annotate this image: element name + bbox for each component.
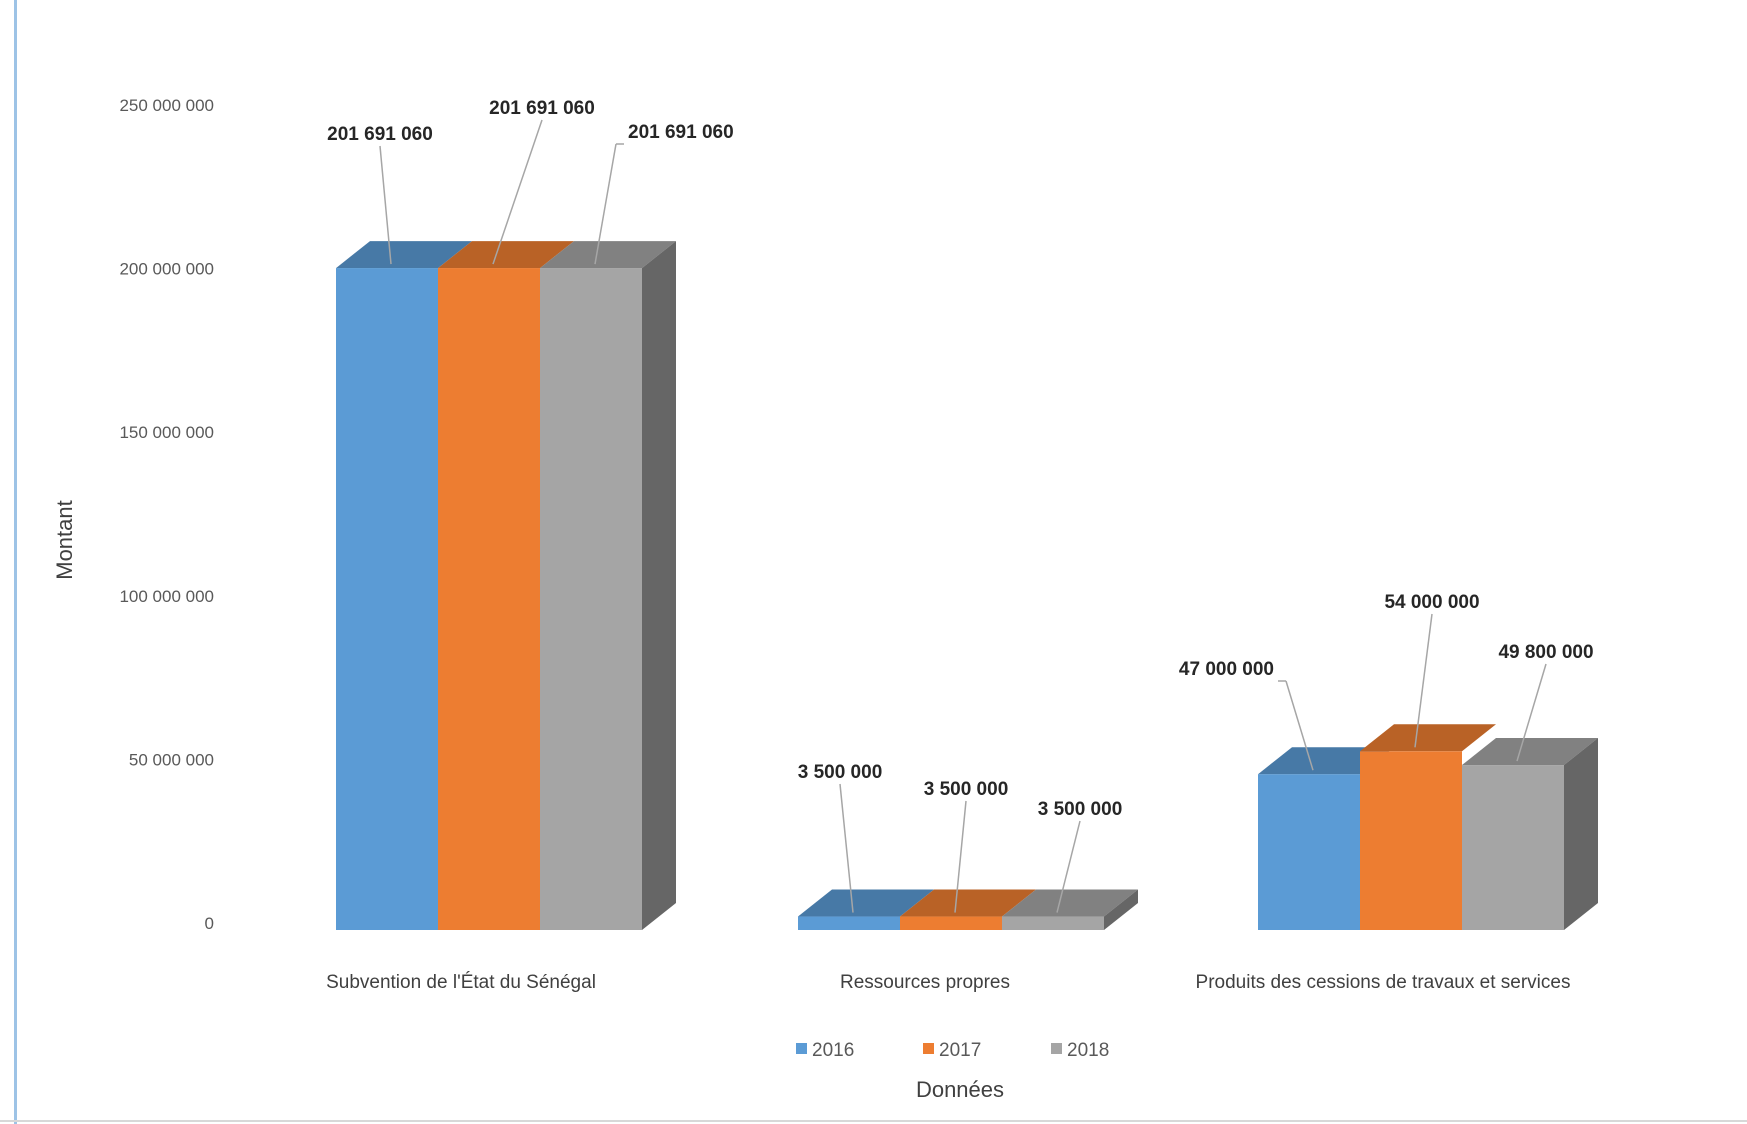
bar-2017: [1360, 751, 1462, 930]
x-axis-title: Données: [916, 1077, 1004, 1102]
legend-label-2017: 2017: [939, 1040, 981, 1061]
bar-top-2018: [540, 241, 676, 269]
data-label: 201 691 060: [628, 122, 734, 143]
leader-line: [1516, 663, 1547, 762]
y-axis-title: Montant: [52, 500, 77, 580]
bar-top-2017: [900, 889, 1036, 917]
y-tick-label: 50 000 000: [129, 750, 214, 769]
legend: 2016 2017 2018: [796, 1040, 1109, 1061]
legend-label-2016: 2016: [812, 1040, 854, 1061]
bar-top-2016: [798, 889, 934, 917]
legend-swatch-2018: [1051, 1043, 1062, 1054]
y-axis-ticks: 0 50 000 000 100 000 000 150 000 000 200 000…: [119, 96, 214, 933]
x-axis-categories: Subvention de l'État du Sénégal Ressource…: [326, 972, 1570, 993]
frame-left-border: [14, 0, 17, 1124]
data-label: 3 500 000: [924, 779, 1009, 800]
bar-2016: [1258, 774, 1360, 930]
y-tick-label: 0: [205, 914, 214, 933]
leader-line: [839, 783, 854, 913]
bar-side-2018: [642, 241, 676, 931]
category-label: Produits des cessions de travaux et serv…: [1196, 972, 1571, 993]
y-tick-label: 200 000 000: [119, 260, 214, 279]
data-label: 47 000 000: [1179, 659, 1274, 680]
category-label: Subvention de l'État du Sénégal: [326, 972, 596, 993]
bar-top-2017: [1360, 724, 1496, 752]
leader-line: [1056, 820, 1081, 913]
category-label: Ressources propres: [840, 972, 1010, 993]
leader-line: [1285, 680, 1314, 771]
bar-2018: [1462, 765, 1564, 930]
bar-side-2018: [1104, 889, 1138, 930]
data-label: 49 800 000: [1498, 642, 1593, 663]
leader-line: [1414, 613, 1433, 748]
y-tick-label: 250 000 000: [119, 96, 214, 115]
bar-2018: [540, 268, 642, 930]
data-label-leaders: [379, 119, 1547, 913]
legend-swatch-2016: [796, 1043, 807, 1054]
bars: [336, 241, 1598, 931]
bar-2017: [900, 916, 1002, 930]
bar-top-2017: [438, 241, 574, 269]
y-tick-label: 150 000 000: [119, 423, 214, 442]
bar-2017: [438, 268, 540, 930]
bar-side-2018: [1564, 738, 1598, 930]
bar-2016: [798, 916, 900, 930]
data-label: 3 500 000: [798, 762, 883, 783]
y-tick-label: 100 000 000: [119, 587, 214, 606]
legend-swatch-2017: [923, 1043, 934, 1054]
legend-label-2018: 2018: [1067, 1040, 1109, 1061]
data-label: 201 691 060: [327, 124, 433, 145]
bar-2018: [1002, 916, 1104, 930]
data-labels: 201 691 060 201 691 060 201 691 060 3 500 0…: [327, 98, 1593, 820]
frame-bottom-border: [0, 1120, 1747, 1122]
leader-line: [492, 119, 543, 265]
bar-top-2018: [1002, 889, 1138, 917]
leader-line: [954, 800, 967, 913]
leader-line: [594, 143, 617, 265]
bar-2016: [336, 268, 438, 930]
data-label: 54 000 000: [1384, 592, 1479, 613]
data-label: 3 500 000: [1038, 799, 1123, 820]
data-label: 201 691 060: [489, 98, 595, 119]
leader-line: [379, 145, 392, 265]
bar-top-2016: [336, 241, 472, 269]
bar-top-2018: [1462, 738, 1598, 766]
